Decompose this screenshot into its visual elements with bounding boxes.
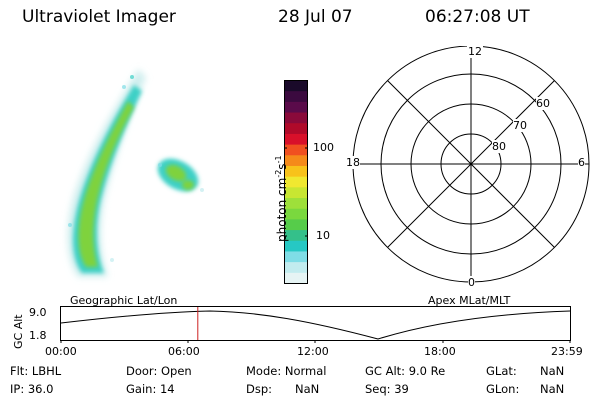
footprint-left-label: Geographic Lat/Lon: [70, 294, 178, 307]
colorbar-band: [284, 80, 308, 92]
blob-green: [165, 164, 194, 190]
colorbar-band: [284, 219, 308, 231]
colorbar-band: [284, 101, 308, 114]
status-glat-label: GLat:: [486, 364, 517, 378]
colorbar-band: [284, 144, 308, 156]
colorbar-tick-label-10: 10: [316, 229, 330, 242]
colorbar-band: [284, 91, 308, 103]
footprint-ytick-label-top: 9.0: [29, 306, 47, 319]
image-time: 06:27:08 UT: [425, 7, 530, 27]
xtick-label-2359: 23:59: [551, 345, 583, 358]
status-glon-value: NaN: [540, 382, 565, 396]
colorbar: [284, 80, 308, 284]
mlt-label-12: 12: [467, 45, 483, 58]
footprint-ytick-label-bottom: 1.8: [29, 329, 47, 342]
colorbar-band: [284, 112, 308, 124]
colorbar-band: [284, 208, 308, 220]
status-door: Door: Open: [126, 364, 192, 378]
colorbar-band: [284, 262, 308, 274]
footprint-ylabel: GC Alt: [12, 314, 25, 349]
footprint-right-label: Apex MLat/MLT: [428, 294, 511, 307]
colorbar-band: [284, 251, 308, 263]
colorbar-band: [284, 155, 308, 167]
xtick-label-0000: 00:00: [45, 345, 77, 358]
lat-label-70: 70: [513, 119, 527, 132]
polar-plot: [352, 46, 590, 283]
colorbar-band: [284, 133, 308, 146]
status-dsp-label: Dsp:: [246, 382, 273, 396]
mlt-label-0: 0: [468, 276, 475, 289]
image-date: 28 Jul 07: [278, 7, 353, 27]
oval-green: [78, 101, 134, 267]
xtick-label-1800: 18:00: [424, 345, 456, 358]
xtick-label-1200: 12:00: [297, 345, 329, 358]
colorbar-band: [284, 165, 308, 178]
instrument-title: Ultraviolet Imager: [22, 7, 176, 27]
status-glon-label: GLon:: [486, 382, 520, 396]
status-gc-alt: GC Alt: 9.0 Re: [365, 364, 446, 378]
colorbar-band: [284, 230, 308, 242]
lat-label-80: 80: [492, 140, 506, 153]
colorbar-band: [284, 187, 308, 199]
status-flt: Flt: LBHL: [10, 364, 62, 378]
lat-label-60: 60: [536, 97, 550, 110]
colorbar-tick-label-100: 100: [313, 141, 334, 154]
mlt-label-6: 6: [578, 156, 585, 169]
colorbar-band: [284, 198, 308, 210]
mlt-diag-2: [387, 80, 555, 248]
xtick-label-0600: 06:00: [168, 345, 200, 358]
mlt-label-18: 18: [346, 156, 360, 169]
auroral-image: [67, 69, 204, 277]
status-seq: Seq: 39: [365, 382, 409, 396]
colorbar-band: [284, 176, 308, 188]
colorbar-band: [284, 240, 308, 252]
status-gain: Gain: 14: [126, 382, 175, 396]
colorbar-unit-label: photon cm-2s-1: [274, 155, 289, 242]
status-dsp-value: NaN: [295, 382, 320, 396]
footprint-strip: [60, 306, 571, 343]
colorbar-band: [284, 123, 308, 135]
status-ip: IP: 36.0: [10, 382, 54, 396]
altitude-curve: [60, 310, 571, 340]
status-glat-value: NaN: [540, 364, 565, 378]
status-mode: Mode: Normal: [246, 364, 327, 378]
speckle-layer: [68, 75, 204, 262]
colorbar-band: [284, 272, 308, 284]
